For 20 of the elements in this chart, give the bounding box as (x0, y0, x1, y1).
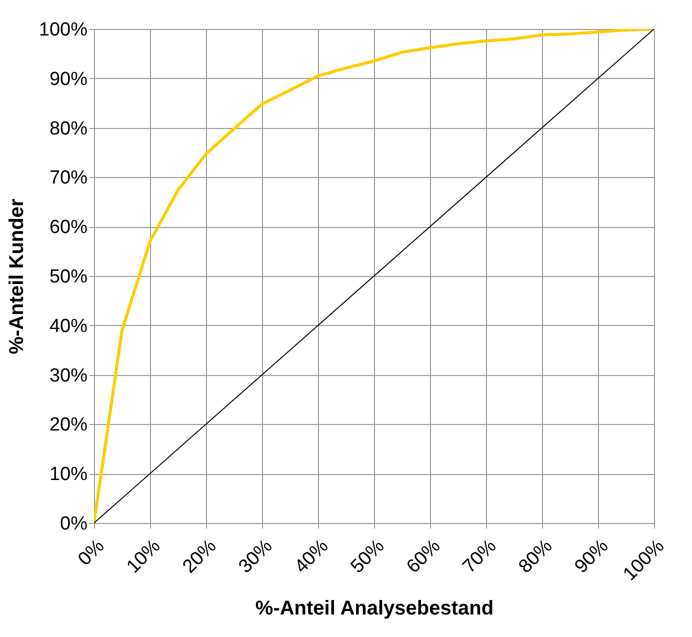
y-tick-label: 80% (49, 118, 88, 140)
y-tick-label: 30% (49, 365, 88, 386)
x-axis-title: %-Anteil Analysebestand (255, 597, 494, 620)
y-tick-label: 90% (49, 68, 88, 90)
y-tick-label: 10% (49, 464, 88, 486)
x-tick-label: 60% (402, 536, 445, 578)
y-tick-label: 100% (38, 20, 88, 40)
y-tick-label: 50% (49, 266, 88, 288)
y-tick-label: 60% (49, 217, 88, 238)
y-tick-label: 20% (49, 414, 88, 436)
x-tick-label: 40% (290, 536, 333, 578)
x-tick-label: 90% (570, 536, 613, 578)
x-tick-label: 50% (346, 536, 389, 578)
y-tick-label: 0% (60, 514, 88, 534)
y-tick-label: 40% (49, 316, 88, 337)
y-tick-label: 70% (49, 168, 88, 189)
x-tick-label: 80% (514, 536, 557, 578)
x-tick-label: 30% (234, 536, 277, 578)
y-axis-title: %-Anteil Kunder (6, 198, 28, 354)
x-tick-label: 70% (458, 536, 501, 578)
